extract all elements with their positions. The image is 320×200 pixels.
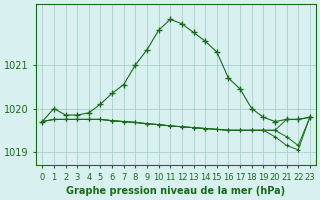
X-axis label: Graphe pression niveau de la mer (hPa): Graphe pression niveau de la mer (hPa) [67, 186, 286, 196]
